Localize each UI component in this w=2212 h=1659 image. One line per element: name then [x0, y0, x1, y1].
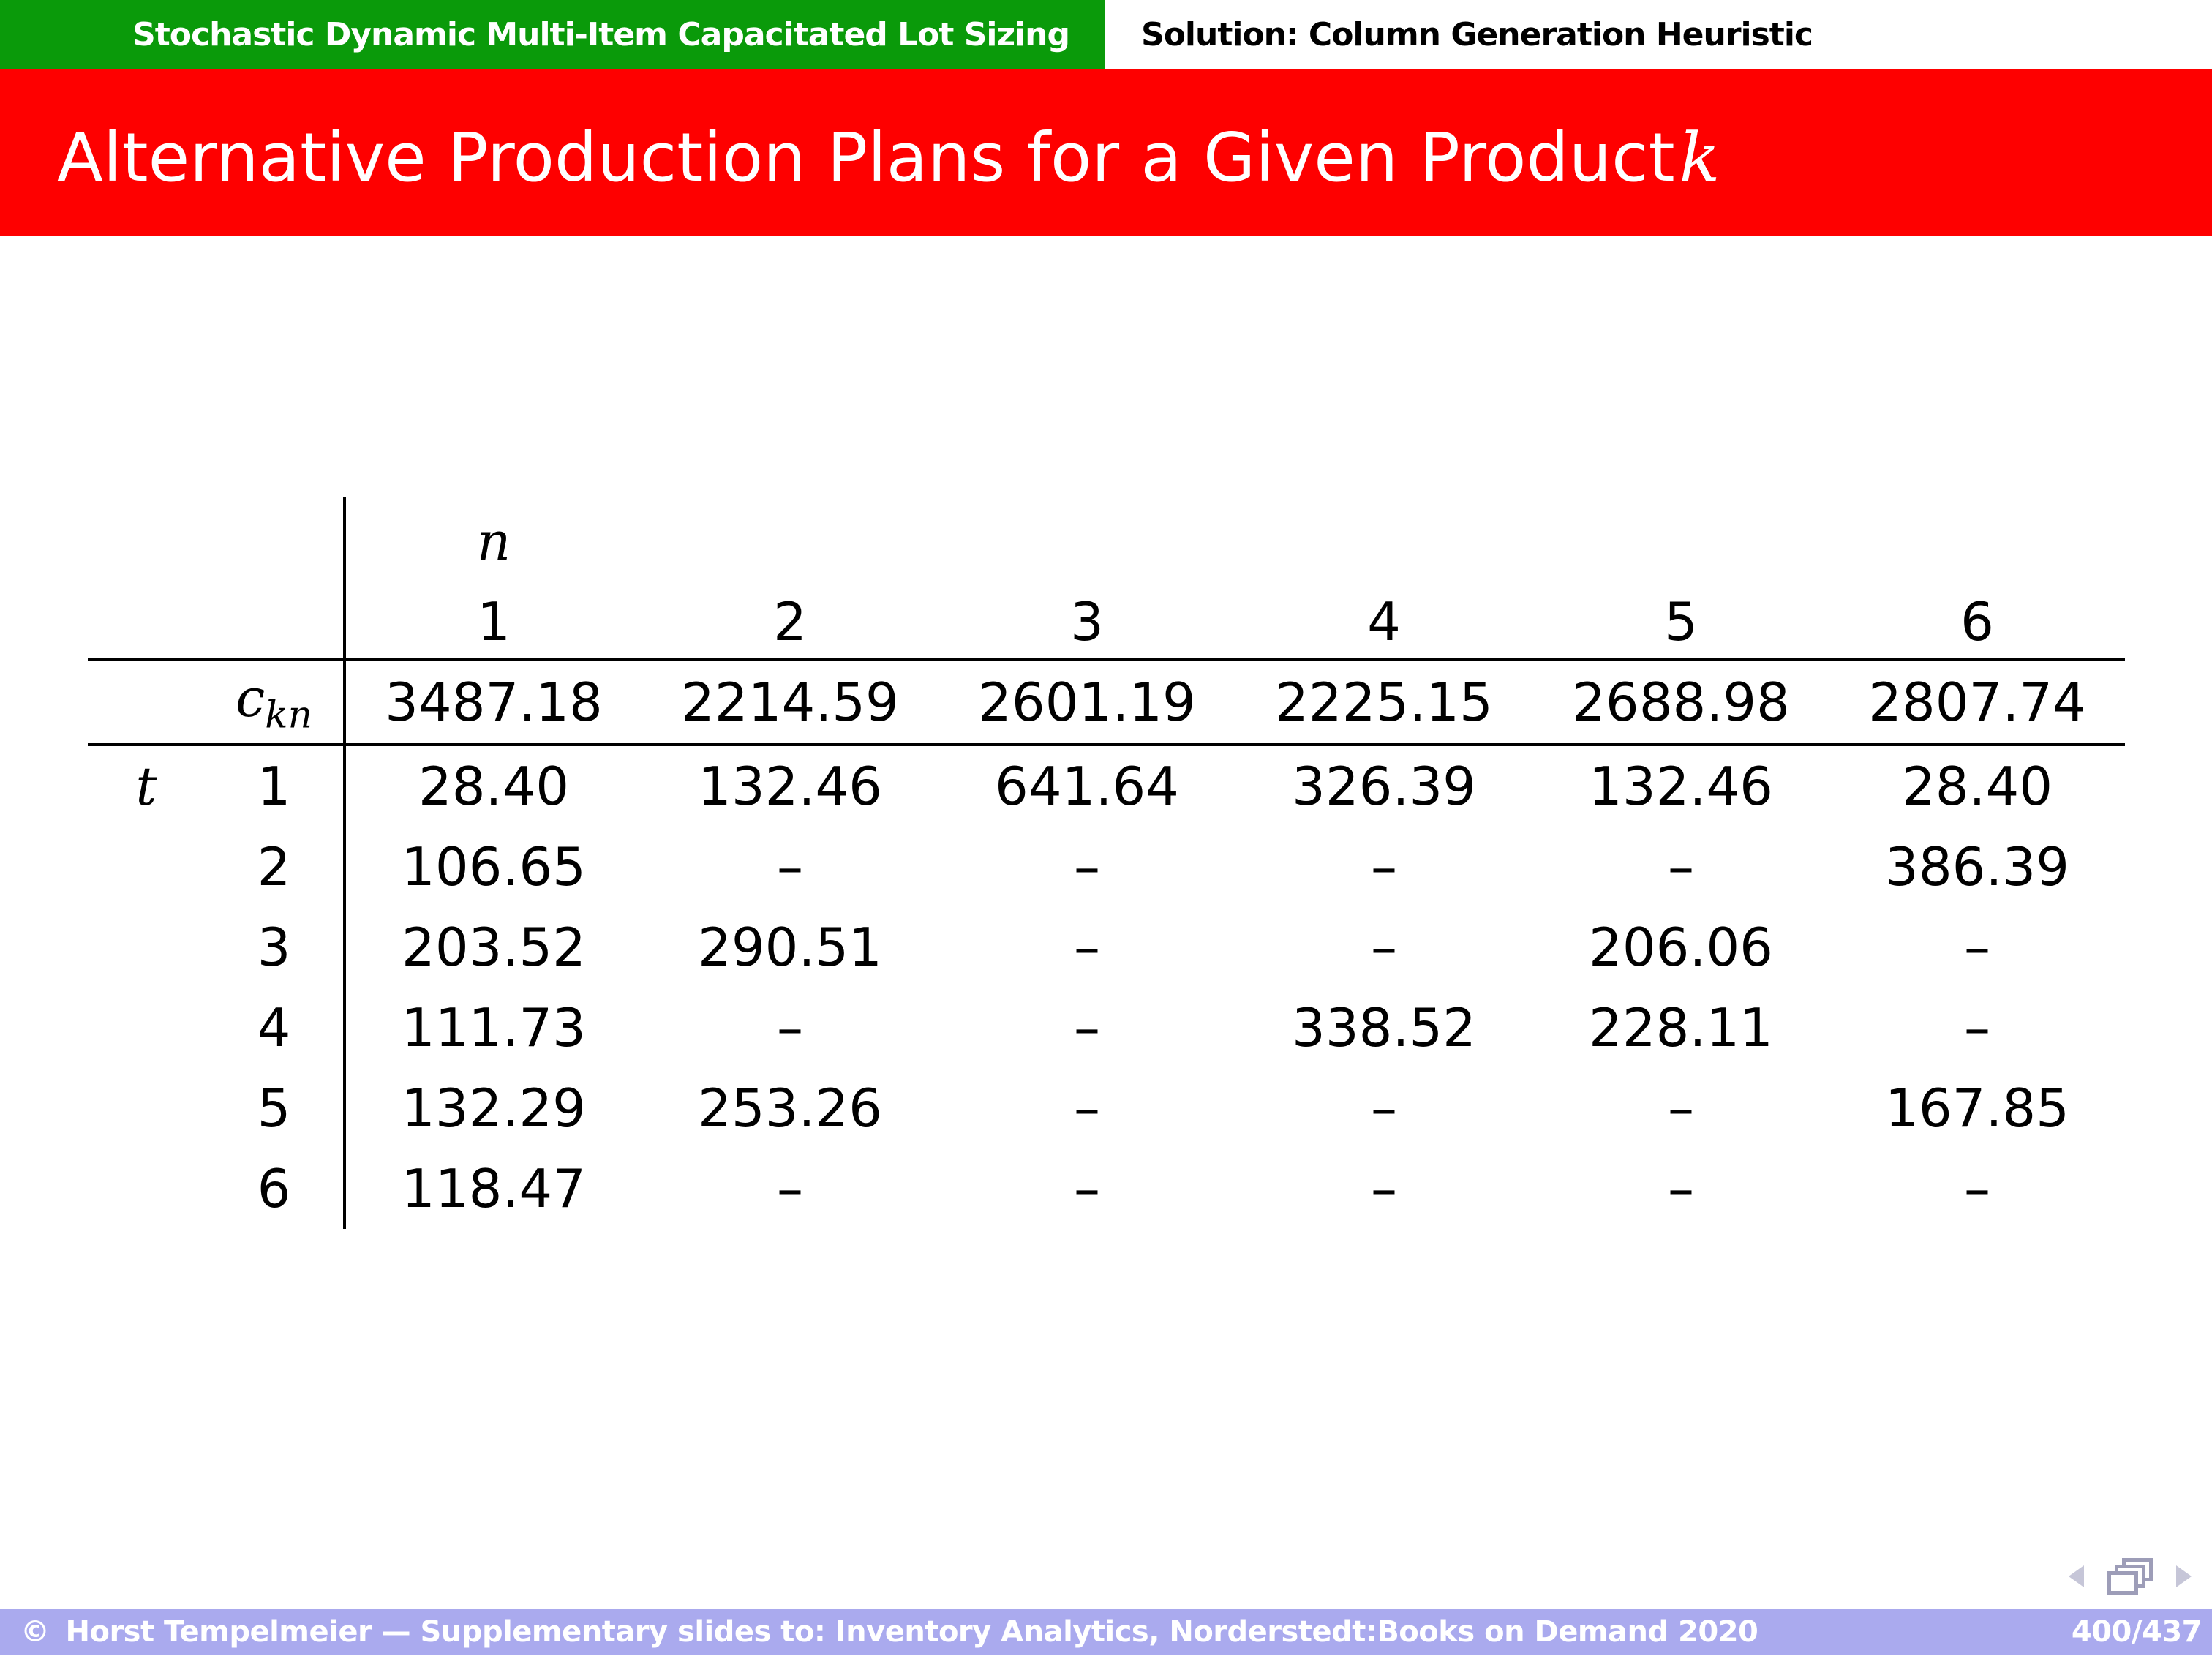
value-cell: 132.46 — [698, 756, 882, 817]
value-cell: 203.52 — [402, 917, 586, 978]
value-cell: 338.52 — [1292, 997, 1476, 1058]
row-label: 4 — [205, 988, 346, 1068]
value-cell: – — [1074, 997, 1100, 1058]
value-cell: 228.11 — [1589, 997, 1773, 1058]
row-var-label: t — [135, 756, 157, 817]
value-cell: – — [777, 836, 803, 898]
table-row: 2 106.65 – – – – 386.39 — [88, 827, 2125, 907]
cost-cell: 3487.18 — [345, 660, 642, 746]
row-label: 1 — [205, 745, 346, 827]
value-cell: 386.39 — [1885, 836, 2069, 898]
value-cell: 132.46 — [1589, 756, 1773, 817]
value-cell: 290.51 — [698, 917, 882, 978]
value-cell: 106.65 — [402, 836, 586, 898]
value-cell: 167.85 — [1885, 1077, 2069, 1139]
table-row: 5 132.29 253.26 – – – 167.85 — [88, 1068, 2125, 1148]
frame-title-math-k: k — [1679, 118, 1720, 197]
value-cell: 132.29 — [402, 1077, 586, 1139]
col-header: 1 — [345, 585, 642, 661]
cost-cell: 2807.74 — [1829, 660, 2125, 746]
cost-cell: 2225.15 — [1235, 660, 1532, 746]
value-cell: – — [1074, 917, 1100, 978]
cost-cell: 2688.98 — [1532, 660, 1829, 746]
footer-bar: © Horst Tempelmeier — Supplementary slid… — [0, 1609, 2212, 1655]
frame-front — [2107, 1571, 2138, 1595]
nav-frames-icon[interactable] — [2107, 1558, 2153, 1595]
value-cell: – — [1371, 917, 1397, 978]
value-cell: 28.40 — [1901, 756, 2053, 817]
table-row-cost: ckn 3487.18 2214.59 2601.19 2225.15 2688… — [88, 660, 2125, 746]
value-cell: – — [1668, 1077, 1694, 1139]
cost-cell: 2214.59 — [642, 660, 938, 746]
table-row-nvar: n — [88, 497, 2125, 585]
row-label: 2 — [205, 827, 346, 907]
value-cell: – — [1371, 1077, 1397, 1139]
value-cell: – — [1074, 1077, 1100, 1139]
table-row: 3 203.52 290.51 – – 206.06 – — [88, 907, 2125, 988]
value-cell: 118.47 — [402, 1158, 586, 1219]
col-header: 2 — [642, 585, 938, 661]
frame-title: Alternative Production Plans for a Given… — [0, 69, 2212, 236]
col-header: 6 — [1829, 585, 2125, 661]
production-plans-table: n 1 2 3 4 5 6 ckn 3487.18 2214.59 — [88, 497, 2125, 1229]
value-cell: 253.26 — [698, 1077, 882, 1139]
nav-forward-icon[interactable] — [2176, 1565, 2192, 1587]
value-cell: – — [1964, 917, 1990, 978]
value-cell: 28.40 — [418, 756, 570, 817]
col-header: 5 — [1532, 585, 1829, 661]
value-cell: – — [1964, 1158, 1990, 1219]
nav-back-icon[interactable] — [2069, 1565, 2084, 1587]
frame-title-text: Alternative Production Plans for a Given… — [57, 118, 1675, 197]
value-cell: – — [1074, 1158, 1100, 1219]
head-bar: Stochastic Dynamic Multi-Item Capacitate… — [0, 0, 2212, 69]
table-column-headers: 1 2 3 4 5 6 — [88, 585, 2125, 661]
value-cell: – — [1074, 836, 1100, 898]
col-var-label: n — [476, 511, 511, 572]
value-cell: – — [1964, 997, 1990, 1058]
value-cell: – — [1668, 1158, 1694, 1219]
value-cell: – — [1371, 836, 1397, 898]
value-cell: 641.64 — [995, 756, 1179, 817]
footer-text: Horst Tempelmeier — Supplementary slides… — [65, 1615, 1758, 1649]
cost-label-subscript: kn — [265, 693, 313, 737]
table-row: 6 118.47 – – – – – — [88, 1148, 2125, 1229]
page-number: 400/437 — [2071, 1615, 2202, 1649]
value-cell: 206.06 — [1589, 917, 1773, 978]
copyright-icon: © — [20, 1615, 50, 1649]
row-label: 3 — [205, 907, 346, 988]
col-header: 4 — [1235, 585, 1532, 661]
table-row: t 1 28.40 132.46 641.64 326.39 132.46 28… — [88, 745, 2125, 827]
value-cell: – — [777, 997, 803, 1058]
col-header: 3 — [938, 585, 1235, 661]
value-cell: – — [1668, 836, 1694, 898]
value-cell: 111.73 — [402, 997, 586, 1058]
section-title: Stochastic Dynamic Multi-Item Capacitate… — [0, 0, 1105, 69]
table-row: 4 111.73 – – 338.52 228.11 – — [88, 988, 2125, 1068]
nav-bar — [2069, 1558, 2192, 1595]
row-label: 6 — [205, 1148, 346, 1229]
value-cell: – — [1371, 1158, 1397, 1219]
cost-cell: 2601.19 — [938, 660, 1235, 746]
value-cell: – — [777, 1158, 803, 1219]
row-label: 5 — [205, 1068, 346, 1148]
subsection-title: Solution: Column Generation Heuristic — [1105, 0, 2212, 69]
cost-label-base: c — [235, 667, 266, 729]
value-cell: 326.39 — [1292, 756, 1476, 817]
